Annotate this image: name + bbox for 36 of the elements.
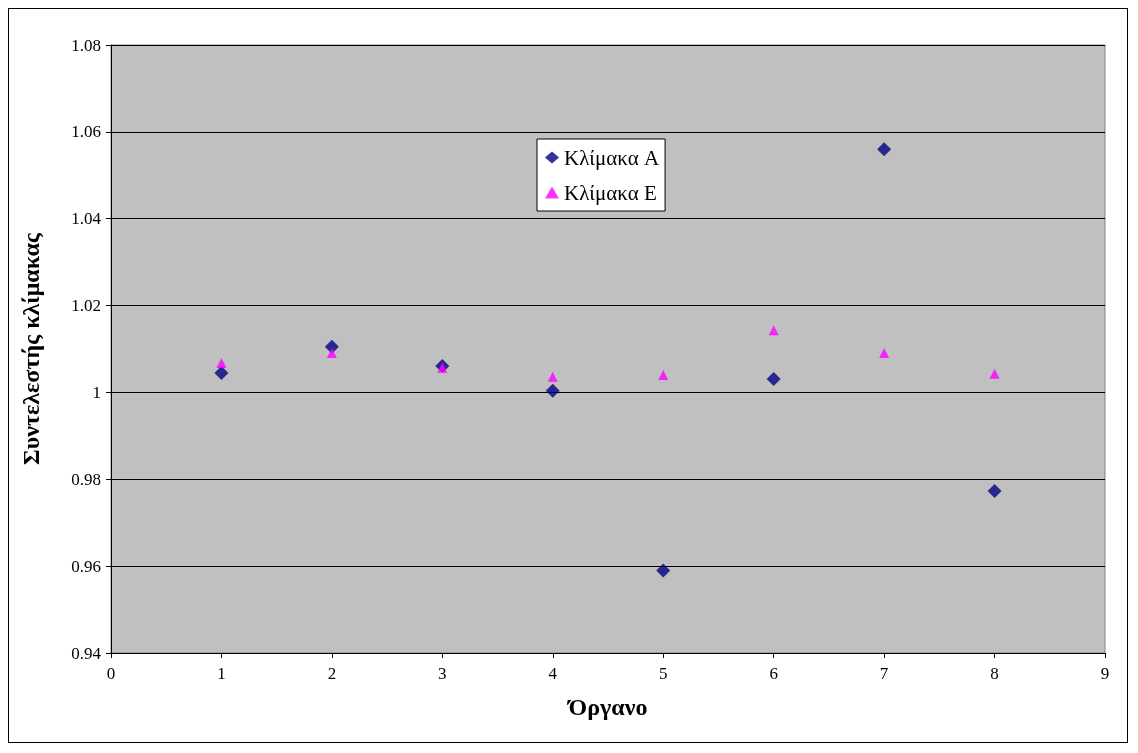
point bbox=[989, 368, 1000, 379]
x-tick-label: 4 bbox=[548, 664, 558, 683]
y-tick-label: 1 bbox=[92, 382, 101, 402]
point bbox=[987, 484, 1002, 499]
x-tick-label: 6 bbox=[769, 664, 778, 683]
x-tick-label: 8 bbox=[990, 664, 999, 683]
x-tick-label: 9 bbox=[1100, 664, 1110, 683]
x-tick-label: 7 bbox=[879, 664, 889, 683]
point bbox=[879, 347, 890, 358]
x-axis-title: Όργανο bbox=[566, 694, 648, 720]
legend-label: Κλίμακα E bbox=[564, 180, 657, 205]
x-tick-label: 1 bbox=[217, 664, 226, 683]
y-tick-label: 1.02 bbox=[71, 296, 101, 316]
y-tick-label: 1.04 bbox=[71, 209, 102, 229]
point bbox=[326, 347, 337, 358]
y-tick-label: 0.98 bbox=[71, 469, 101, 489]
y-tick-label: 1.08 bbox=[71, 35, 101, 55]
legend-label: Κλίμακα A bbox=[564, 145, 660, 170]
point bbox=[216, 357, 227, 368]
point bbox=[547, 371, 558, 382]
point bbox=[545, 383, 560, 398]
x-tick-label: 5 bbox=[658, 664, 668, 683]
y-tick-label: 1.06 bbox=[71, 122, 101, 142]
point bbox=[768, 325, 779, 336]
x-tick-label: 0 bbox=[106, 664, 116, 683]
point bbox=[766, 371, 781, 386]
x-tick-label: 3 bbox=[438, 664, 447, 683]
x-tick-label: 2 bbox=[327, 664, 337, 683]
point bbox=[877, 142, 892, 157]
point bbox=[437, 362, 448, 373]
y-tick-label: 0.94 bbox=[71, 643, 102, 663]
y-tick-label: 0.96 bbox=[71, 556, 101, 576]
point bbox=[658, 370, 669, 381]
point bbox=[656, 563, 671, 578]
point bbox=[214, 365, 229, 380]
y-axis-title: Συντελεστής κλίμακας bbox=[18, 232, 44, 465]
